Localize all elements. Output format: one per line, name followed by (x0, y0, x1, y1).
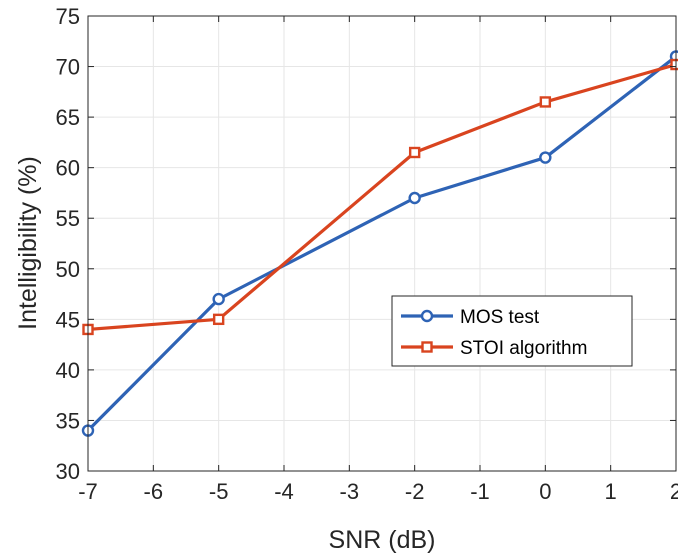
x-tick-label: -3 (340, 479, 360, 504)
x-tick-label: 2 (670, 479, 678, 504)
series-0 (81, 50, 678, 437)
data-point (539, 96, 552, 108)
data-point (670, 58, 678, 71)
axes (87, 15, 677, 472)
data-point (408, 191, 421, 205)
x-tick-label: 0 (539, 479, 551, 504)
y-tick-label: 55 (56, 206, 80, 231)
y-tick-label: 35 (56, 408, 80, 433)
y-tick-label: 40 (56, 358, 80, 383)
legend-box (391, 295, 633, 367)
legend-marker (420, 309, 434, 323)
legend-label: MOS test (460, 307, 540, 328)
y-tick-label: 30 (56, 459, 80, 484)
x-tick-label: -5 (209, 479, 229, 504)
x-tick-label: -6 (144, 479, 164, 504)
y-tick-label: 60 (56, 156, 80, 181)
tick-labels: -7 -6 -5 -4 -3 -2 -1 0 1 2 30 35 40 45 50 55 60 65 70 75 (56, 4, 678, 504)
x-tick-label: -2 (405, 479, 425, 504)
legend-marker (421, 341, 433, 353)
axes-box (87, 15, 677, 472)
y-tick-label: 65 (56, 105, 80, 130)
y-tick-label: 45 (56, 307, 80, 332)
y-tick-label: 50 (56, 257, 80, 282)
x-tick-label: 1 (605, 479, 617, 504)
data-point (212, 313, 225, 326)
legend-label: STOI algorithm (460, 338, 587, 359)
x-tick-label: -7 (78, 479, 98, 504)
x-tick-label: -4 (274, 479, 294, 504)
plot-background (88, 16, 676, 471)
y-tick-label: 75 (56, 4, 80, 29)
x-axis-label: SNR (dB) (329, 526, 436, 554)
data-point (212, 292, 225, 306)
legend-item: STOI algorithm (401, 338, 587, 359)
legend: MOS test STOI algorithm (391, 295, 633, 367)
y-axis-label: Intelligibility (%) (14, 156, 42, 330)
y-tick-label: 70 (56, 55, 80, 80)
data-point (539, 151, 552, 164)
data-point (408, 146, 421, 159)
x-tick-label: -1 (470, 479, 490, 504)
legend-item: MOS test (401, 307, 540, 328)
